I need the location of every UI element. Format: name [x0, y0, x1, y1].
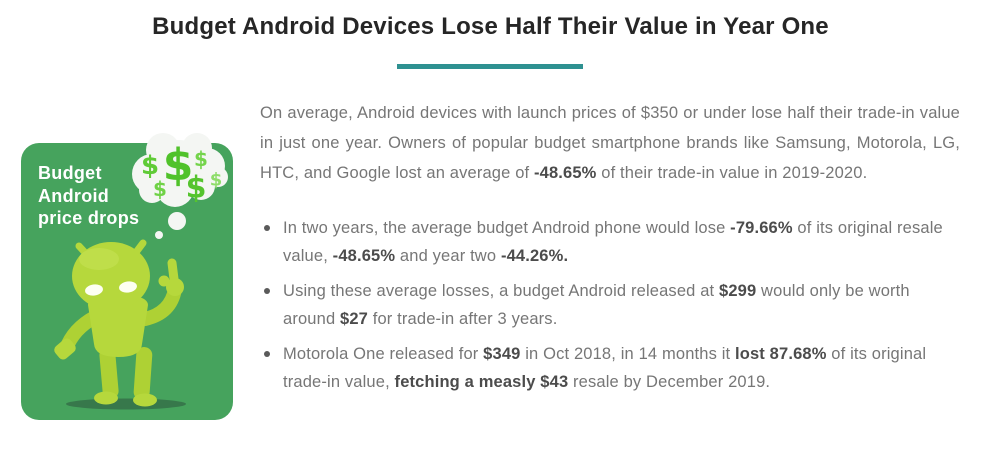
page-title: Budget Android Devices Lose Half Their V… — [152, 13, 829, 40]
dollar-sign-icon: $ — [194, 147, 208, 171]
android-robot-icon — [54, 239, 186, 410]
title-divider — [397, 64, 583, 69]
list-item: In two years, the average budget Android… — [260, 214, 960, 270]
article: On average, Android devices with launch … — [260, 98, 960, 403]
intro-paragraph: On average, Android devices with launch … — [260, 104, 960, 182]
card-label: Budget Android price drops — [38, 162, 139, 230]
dollar-sign-icon: $ — [210, 170, 223, 191]
thought-bubble-icon: $ $ $ $ $ $ — [132, 133, 228, 239]
dollar-sign-icon: $ — [186, 171, 207, 206]
list-item: Using these average losses, a budget And… — [260, 277, 960, 333]
dollar-sign-icon: $ — [163, 140, 194, 191]
list-item: Motorola One released for $349 in Oct 20… — [260, 340, 960, 396]
dollar-sign-icon: $ — [153, 177, 167, 201]
infographic-card: Budget Android price drops $ $ $ $ — [21, 133, 233, 420]
card-label-line: price drops — [38, 208, 140, 228]
dollar-sign-icon: $ — [141, 151, 159, 181]
card-label-line: Android — [38, 185, 110, 206]
key-points-list: In two years, the average budget Android… — [260, 214, 960, 396]
card-label-line: Budget — [38, 163, 102, 183]
